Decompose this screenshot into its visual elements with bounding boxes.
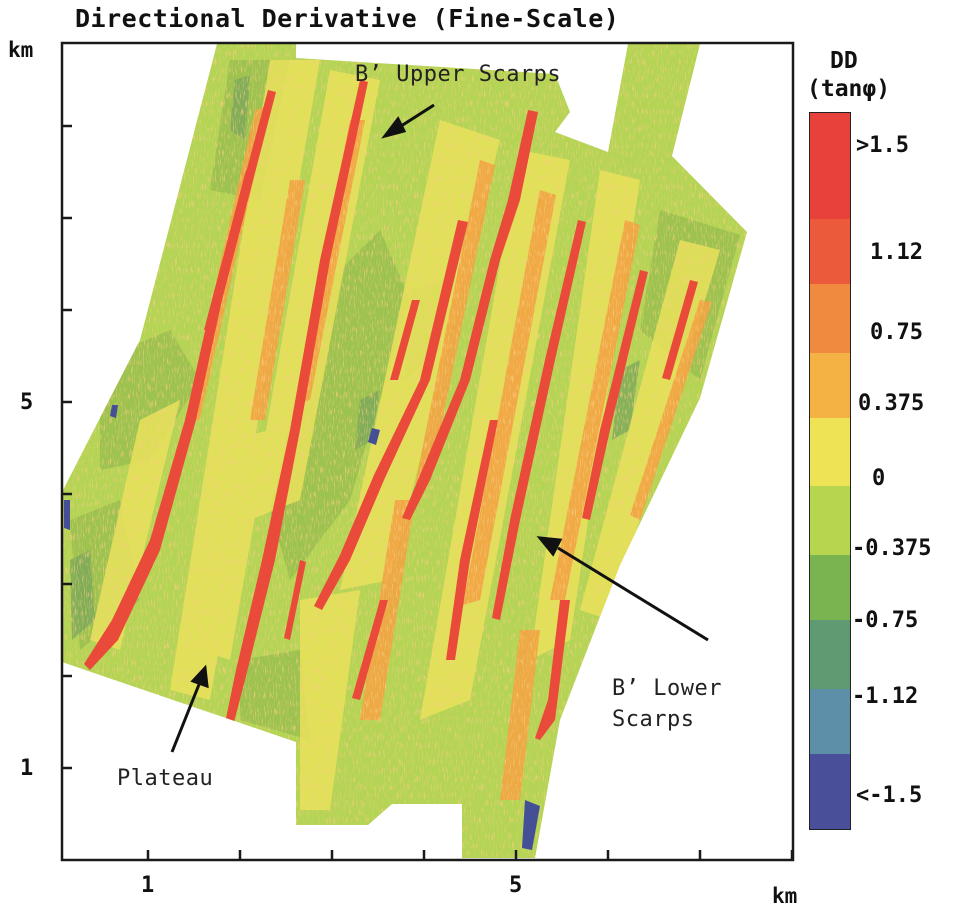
plot-frame [60,41,795,862]
colorbar-segment [810,113,850,220]
annotation-arrows [170,103,709,753]
colorbar-segment [810,352,850,418]
legend-label-gt-1-5: >1.5 [856,133,909,158]
legend-title-line2: (tanφ) [807,76,891,102]
annotation-lower-scarps-line1: B’ Lower [612,676,722,701]
y-axis-unit: km [8,38,34,62]
legend-label-0-75: 0.75 [870,320,923,345]
legend-label-neg-0-75: -0.75 [852,608,919,633]
annotation-lower-scarps-line2: Scarps [612,707,695,732]
y-axis-ticks [62,124,72,770]
terrain-texture [62,44,747,858]
colorbar-segment [810,554,850,621]
y-tick-label-5: 5 [20,390,34,415]
colorbar-segment [810,219,850,285]
arrow-plateau [170,681,202,753]
map-title: Directional Derivative (Fine-Scale) [75,4,620,33]
x-tick-label-1: 1 [141,873,155,898]
colorbar-segment [810,284,850,353]
red-scarps [84,80,698,740]
colorbar-segment [810,486,850,555]
colorbar-segment [810,688,850,754]
arrow-plateau-head [190,664,209,689]
legend-label-1-12: 1.12 [870,240,923,265]
blue-spots [64,405,540,850]
colorbar-segment [810,620,850,689]
x-tick-label-5: 5 [509,873,523,898]
legend-colorbar [809,112,851,830]
legend-label-neg-0-375: -0.375 [852,536,932,561]
arrow-upper-scarps-head [381,116,407,139]
legend-label-0: 0 [872,466,886,491]
annotation-upper-scarps: B’ Upper Scarps [355,62,562,87]
annotation-plateau: Plateau [117,766,214,791]
y-tick-label-1: 1 [20,756,34,781]
x-axis-unit: km [772,884,798,908]
legend-label-neg-1-12: -1.12 [852,684,919,709]
legend-label-lt-neg-1-5: <-1.5 [856,783,923,808]
colorbar-segment [810,417,850,487]
colorbar-segment [810,753,850,830]
arrow-lower-scarps [557,546,709,642]
terrain-map [62,44,747,858]
arrow-lower-scarps-head [536,536,563,557]
legend-title-line1: DD [830,48,858,74]
legend-label-0-375: 0.375 [858,391,925,416]
arrow-upper-scarps [397,103,435,130]
x-axis-ticks [146,850,794,860]
